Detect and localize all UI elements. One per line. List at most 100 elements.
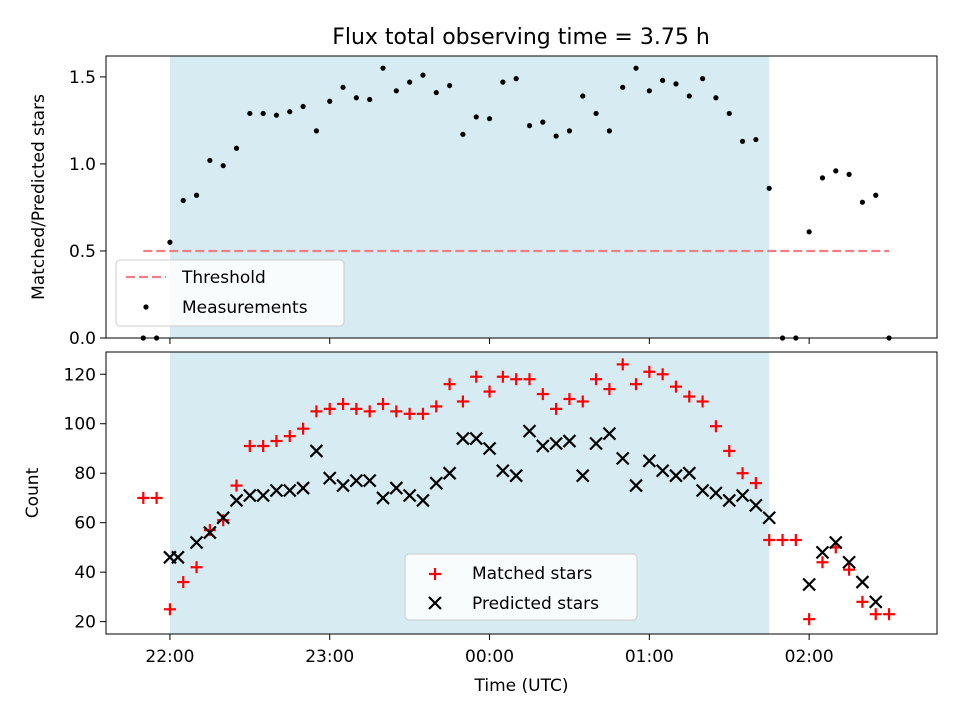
predicted-star-point: [655, 463, 670, 478]
predicted-star-point: [802, 577, 816, 592]
measurement-point: [327, 98, 333, 104]
matched-star-point: [869, 608, 882, 621]
matched-star-point: [283, 430, 296, 443]
matched-star-point: [377, 397, 389, 410]
predicted-star-point: [402, 488, 417, 503]
predicted-star-point: [549, 436, 563, 451]
measurement-point: [193, 192, 200, 198]
predicted-star-point: [522, 424, 537, 438]
matched-star-point: [576, 395, 589, 408]
matched-star-point: [709, 420, 722, 433]
measurement-point: [473, 114, 479, 120]
bottom-plot-frame: [105, 351, 938, 635]
legend-measurements-swatch: [143, 304, 149, 310]
predicted-star-point: [362, 473, 377, 488]
measurement-point: [353, 95, 359, 101]
bottom-legend: Matched stars Predicted stars: [404, 553, 638, 621]
measurement-point: [660, 77, 666, 83]
predicted-star-point: [829, 535, 843, 550]
measurement-point: [686, 93, 692, 99]
measurement-point: [367, 96, 373, 103]
legend-predicted-label: Predicted stars: [472, 594, 599, 614]
y-tick-label: 100: [64, 415, 96, 435]
predicted-star-point: [615, 451, 630, 466]
top-plot-frame: [105, 55, 938, 339]
measurement-point: [273, 112, 280, 118]
measurement-point: [566, 128, 573, 134]
predicted-star-point: [203, 525, 217, 540]
matched-star-point: [510, 373, 523, 386]
x-tick-label: 00:00: [465, 647, 514, 667]
matched-star-point: [483, 385, 496, 398]
predicted-star-point: [243, 488, 257, 503]
predicted-star-point: [416, 493, 430, 508]
predicted-star-point: [589, 436, 603, 451]
predicted-star-point: [269, 483, 284, 498]
predicted-star-point: [575, 468, 590, 483]
x-tick-label: 02:00: [785, 647, 834, 667]
matched-star-point: [390, 405, 403, 418]
matched-star-point: [630, 378, 643, 391]
top-legend: Threshold Measurements: [115, 259, 345, 327]
top-points: [140, 65, 892, 341]
predicted-star-point: [815, 545, 830, 560]
measurement-point: [580, 93, 586, 99]
measurement-point: [207, 157, 213, 164]
predicted-star-point: [669, 468, 683, 483]
matched-star-point: [496, 370, 509, 383]
measurement-point: [220, 163, 226, 169]
measurement-point: [713, 95, 719, 101]
predicted-star-point: [722, 493, 737, 508]
matched-star-point: [550, 402, 563, 415]
predicted-star-point: [376, 491, 390, 505]
matched-star-point: [590, 373, 603, 386]
measurement-point: [646, 88, 652, 94]
y-tick-label: 0.5: [69, 242, 96, 262]
predicted-star-point: [171, 550, 185, 565]
measurement-point: [846, 171, 852, 177]
bottom-y-axis: 20 40 60 80 100 120: [64, 365, 106, 633]
legend-matched-label: Matched stars: [472, 564, 592, 584]
predicted-star-point: [695, 483, 710, 498]
bottom-legend-box: [404, 553, 638, 621]
matched-star-point: [150, 491, 163, 504]
matched-star-point: [843, 563, 856, 576]
predicted-star-point: [509, 468, 523, 483]
matched-star-point: [536, 388, 549, 401]
matched-star-point: [337, 397, 350, 410]
predicted-star-point: [682, 466, 697, 480]
predicted-star-point: [482, 441, 497, 456]
matched-star-point: [683, 390, 696, 403]
legend-threshold-label: Threshold: [181, 268, 266, 288]
measurement-point: [753, 136, 759, 143]
predicted-star-point: [442, 466, 457, 480]
measurement-point: [407, 79, 413, 85]
predicted-star-point: [762, 510, 776, 525]
measurement-point: [526, 123, 533, 129]
measurement-point: [726, 110, 732, 117]
predicted-star-point: [349, 473, 364, 488]
predicted-star-point: [562, 434, 577, 448]
x-tick-label: 01:00: [625, 647, 674, 667]
matched-star-point: [883, 608, 896, 621]
matched-star-point: [350, 402, 363, 415]
measurement-point: [806, 229, 812, 235]
measurement-point: [313, 128, 320, 134]
matched-star-point: [363, 405, 376, 418]
measurement-point: [819, 175, 826, 181]
top-y-axis-label: Matched/Predicted stars: [29, 94, 49, 300]
matched-star-point: [803, 613, 816, 626]
measurement-point: [859, 199, 866, 205]
measurement-point: [167, 239, 173, 245]
predicted-star-point: [283, 483, 297, 498]
matched-star-point: [789, 534, 802, 546]
measurement-point: [593, 110, 599, 117]
predicted-star-point: [322, 471, 337, 485]
measurement-point: [620, 84, 626, 90]
predicted-star-point: [602, 426, 617, 441]
predicted-star-point: [749, 498, 763, 513]
predicted-star-point: [389, 481, 404, 495]
measurement-point: [420, 72, 426, 78]
y-tick-label: 40: [74, 563, 96, 583]
y-tick-label: 1.5: [69, 68, 96, 88]
